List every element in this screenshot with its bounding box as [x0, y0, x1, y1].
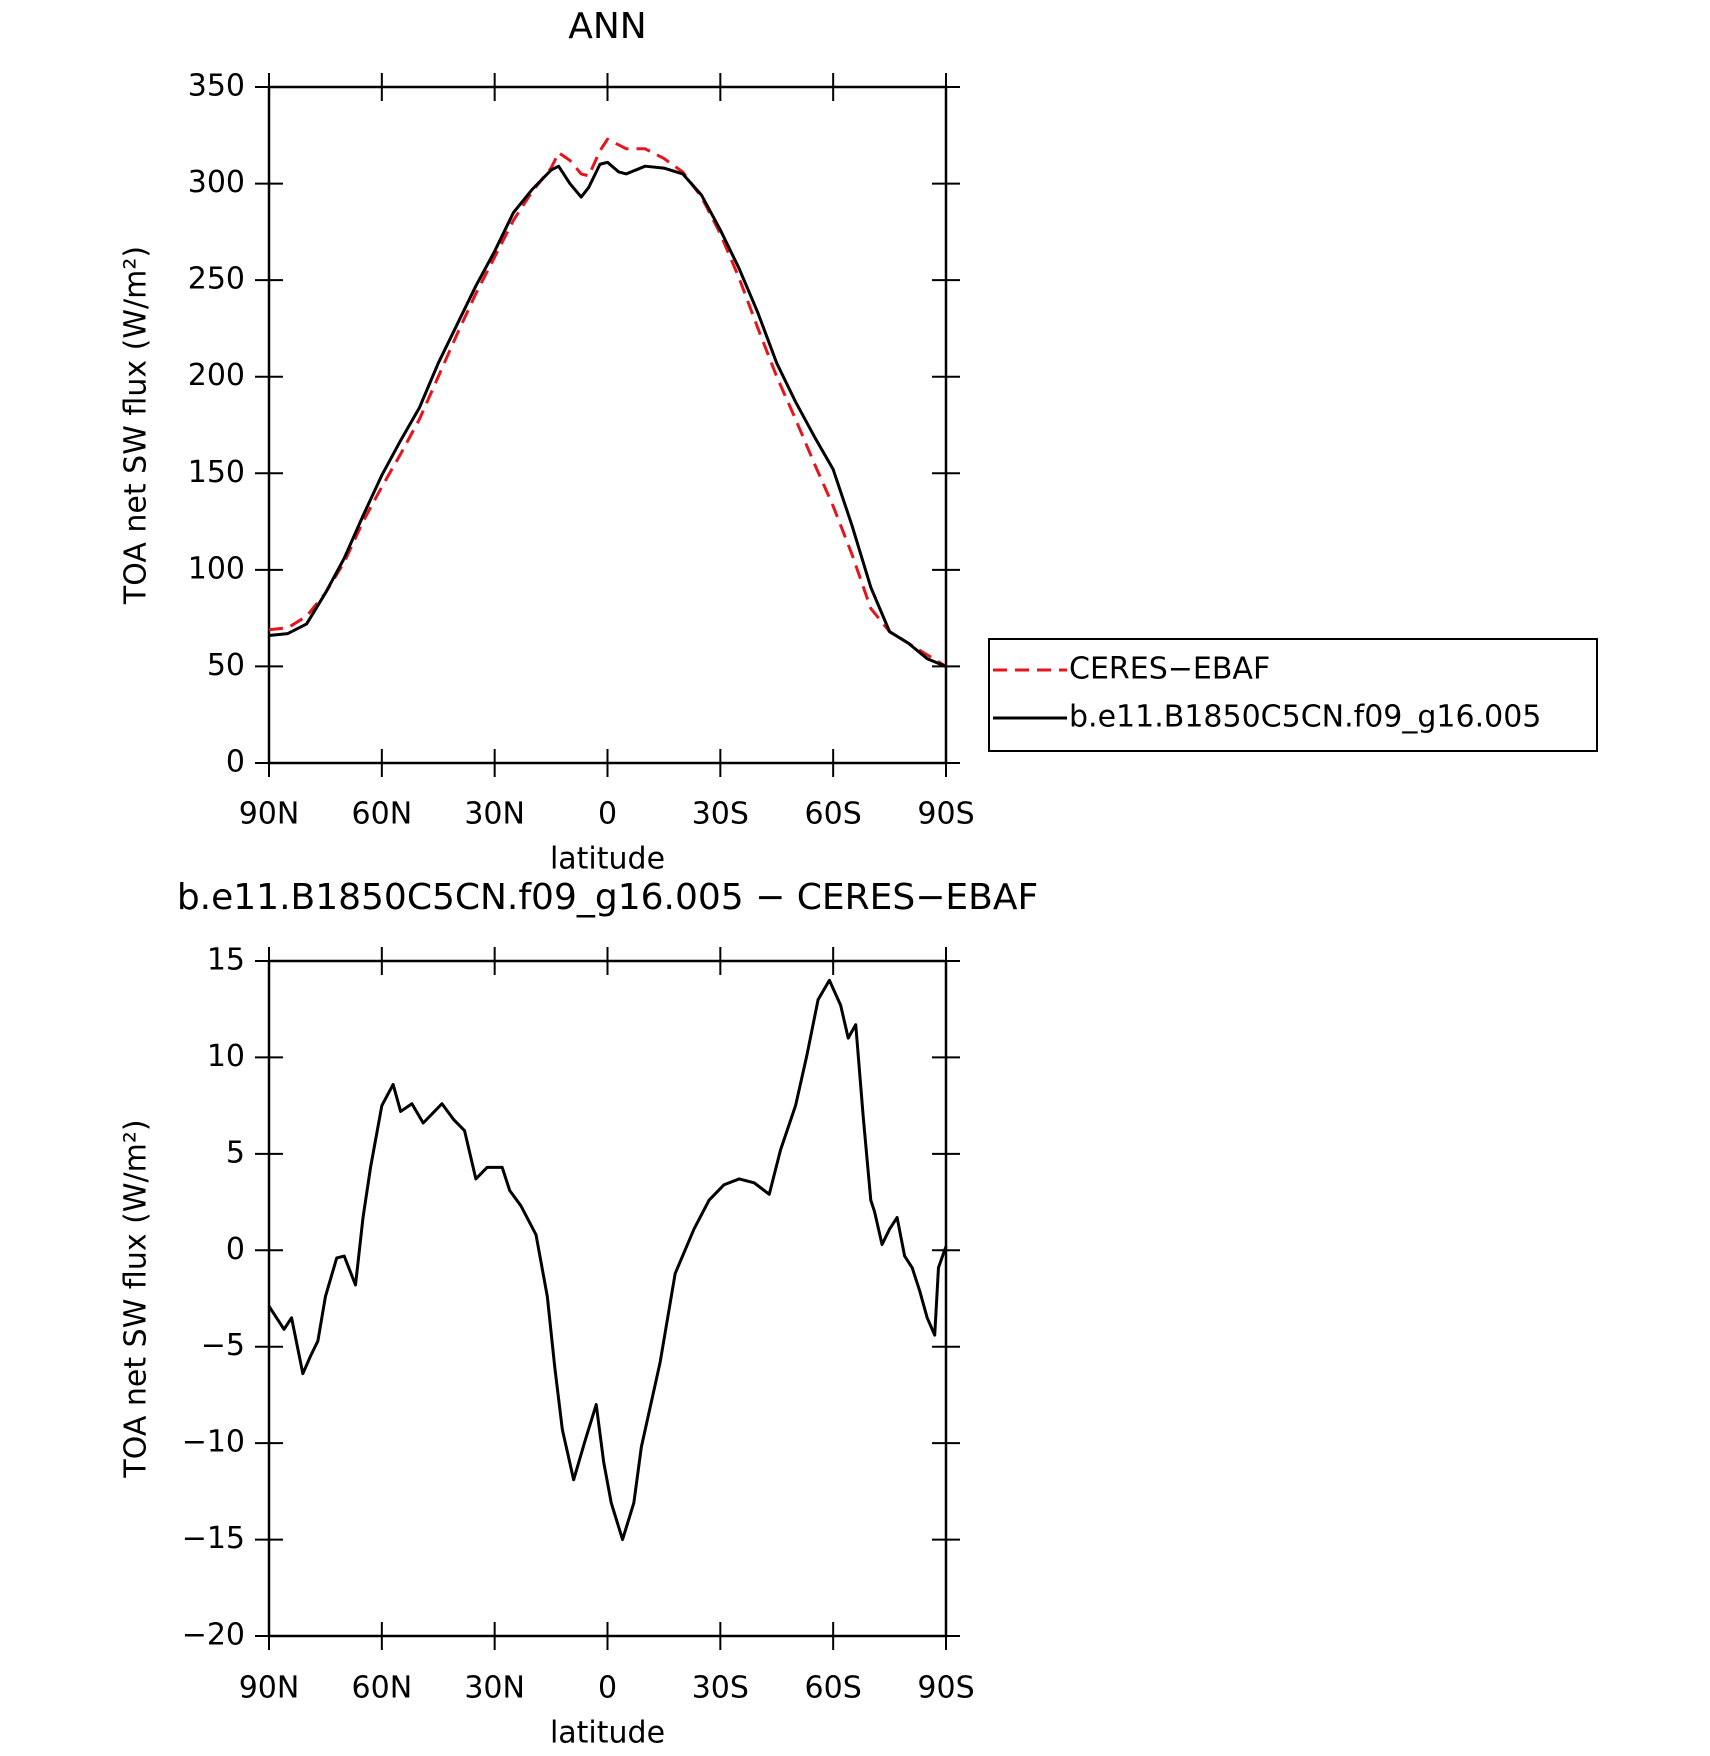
x-axis-label: latitude: [550, 1716, 665, 1751]
data-line: [268, 137, 947, 668]
y-tick-label: −15: [182, 1521, 245, 1556]
x-tick-label: 60S: [805, 1671, 862, 1706]
y-tick-label: −10: [182, 1425, 245, 1460]
legend-label: CERES−EBAF: [1069, 652, 1270, 687]
plot-frame: [267, 959, 948, 1638]
y-tick-label: −5: [201, 1328, 245, 1363]
data-line: [267, 978, 948, 1542]
y-tick-label: 300: [188, 165, 245, 200]
x-tick-label: 0: [598, 1671, 617, 1706]
x-tick-label: 90S: [917, 797, 974, 832]
y-tick-label: 100: [188, 551, 245, 586]
legend-label: b.e11.B1850C5CN.f09_g16.005: [1069, 700, 1541, 735]
x-tick-label: 90S: [917, 1671, 974, 1706]
y-axis-label: TOA net SW flux (W/m²): [119, 1119, 154, 1478]
y-tick-label: 250: [188, 262, 245, 297]
plot-frame: [267, 85, 948, 765]
x-axis-label: latitude: [550, 842, 665, 877]
x-tick-label: 60S: [805, 797, 862, 832]
y-tick-label: 350: [188, 69, 245, 104]
y-tick-label: 10: [207, 1039, 245, 1074]
y-axis-label: TOA net SW flux (W/m²): [119, 246, 154, 605]
y-tick-label: 200: [188, 358, 245, 393]
y-tick-label: 5: [226, 1135, 245, 1170]
chart-title: ANN: [568, 6, 647, 47]
y-tick-label: 15: [207, 943, 245, 978]
data-line: [268, 160, 947, 668]
x-tick-label: 90N: [239, 797, 300, 832]
y-tick-label: 50: [207, 648, 245, 683]
y-tick-label: 0: [226, 1232, 245, 1267]
x-tick-label: 60N: [352, 797, 413, 832]
y-tick-label: 150: [188, 455, 245, 490]
chart-title: b.e11.B1850C5CN.f09_g16.005 − CERES−EBAF: [177, 877, 1038, 918]
y-tick-label: 0: [226, 745, 245, 780]
x-tick-label: 30S: [692, 1671, 749, 1706]
y-tick-label: −20: [182, 1618, 245, 1653]
x-tick-label: 90N: [239, 1671, 300, 1706]
x-tick-label: 60N: [352, 1671, 413, 1706]
x-tick-label: 30N: [464, 1671, 525, 1706]
legend-box: [988, 638, 1598, 752]
x-tick-label: 30S: [692, 797, 749, 832]
x-tick-label: 30N: [464, 797, 525, 832]
x-tick-label: 0: [598, 797, 617, 832]
